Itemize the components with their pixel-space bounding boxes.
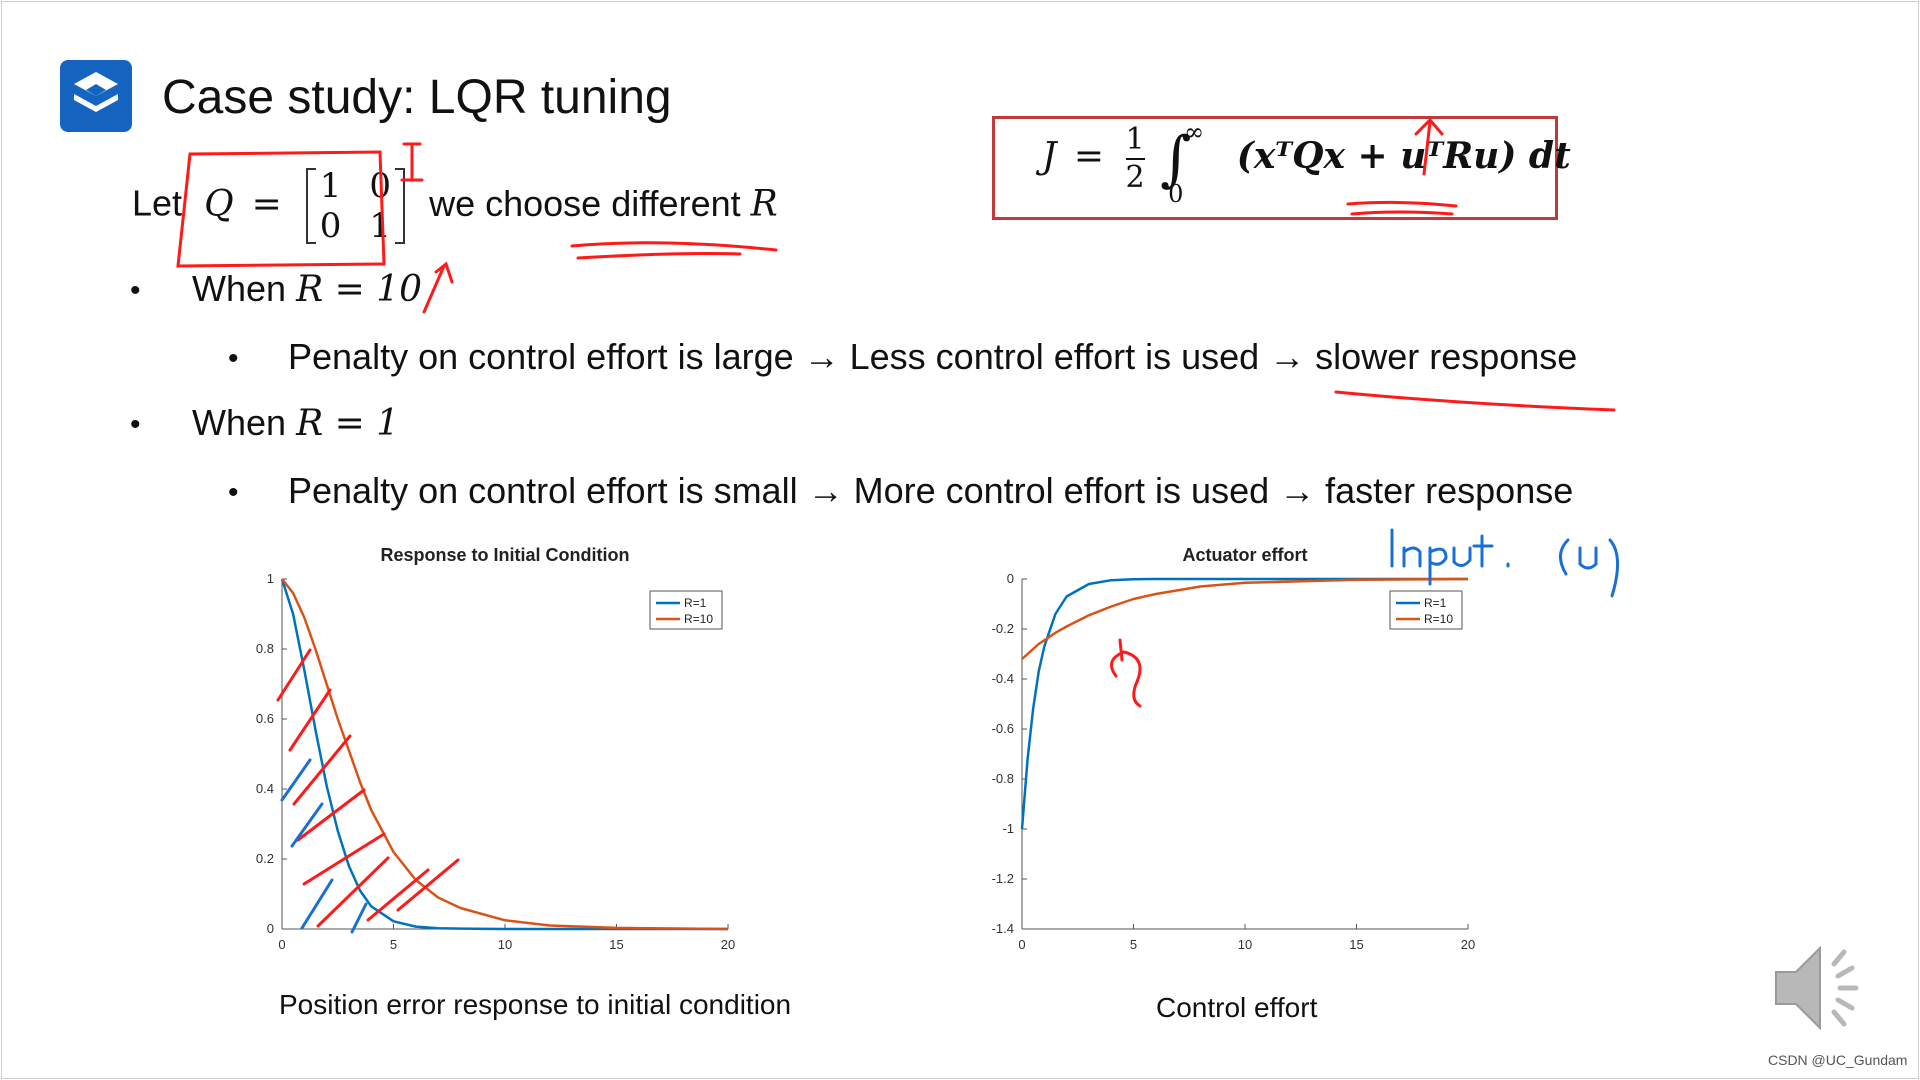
watermark: CSDN @UC_Gundam: [1768, 1052, 1908, 1068]
we-choose-text: we choose different: [429, 182, 741, 224]
slide-title: Case study: LQR tuning: [162, 71, 672, 124]
bullet-dot: •: [228, 476, 239, 509]
actuator-y-tick-label: -0.8: [992, 771, 1014, 786]
matrix-cell: 0: [319, 206, 342, 246]
j-symbol: J: [1042, 136, 1057, 177]
actuator-series-line-2: [1021, 577, 1469, 660]
response-legend-label: R=10: [684, 612, 713, 626]
one-half-fraction: 1 2: [1125, 122, 1145, 196]
fraction-denominator: 2: [1125, 160, 1145, 195]
right-chart-caption: Control effort: [1156, 992, 1318, 1023]
actuator-effort-chart: Actuator effort 0 5 10 15 20 0 -0.2 -0.4 -0.6 -0.8…: [992, 545, 1476, 952]
speaker-icon[interactable]: [1772, 938, 1872, 1038]
bullet-math: R = 1: [296, 403, 400, 444]
actuator-y-tick-label: -1: [1002, 821, 1014, 836]
matrix-cell: 1: [369, 206, 392, 246]
response-x-tick-label: 20: [721, 937, 735, 952]
actuator-title: Actuator effort: [1183, 545, 1308, 565]
response-title: Response to Initial Condition: [381, 545, 630, 565]
bullet-r10: When R = 10: [192, 268, 422, 310]
r-symbol: R: [750, 183, 778, 225]
fraction-numerator: 1: [1125, 122, 1145, 160]
bullet-r1-detail: Penalty on control effort is small → Mor…: [288, 470, 1574, 511]
integrand: (xᵀQx + uᵀRu) dt: [1236, 135, 1571, 177]
response-y-tick-label: 0: [267, 921, 274, 936]
response-x-tick-label: 10: [498, 937, 512, 952]
left-chart-caption: Position error response to initial condi…: [279, 989, 792, 1020]
bullet-r10-detail: Penalty on control effort is large → Les…: [288, 336, 1578, 377]
response-chart: Response to Initial Condition 0 5 10 15 20 0 0.…: [256, 545, 735, 952]
actuator-legend-label: R=10: [1424, 612, 1453, 626]
response-x-tick-label: 5: [390, 937, 397, 952]
matrix-cell: 0: [369, 166, 392, 206]
actuator-y-tick-label: -0.4: [992, 671, 1014, 686]
response-y-tick-label: 0.6: [256, 711, 274, 726]
cost-function-box: [992, 116, 1558, 220]
integral-upper-limit: ∞: [1184, 118, 1205, 146]
q-symbol: Q: [204, 183, 234, 225]
actuator-series-line-1: [1020, 577, 1468, 830]
actuator-y-tick-label: -0.2: [992, 621, 1014, 636]
actuator-y-tick-label: -1.2: [992, 871, 1014, 886]
matrix-cell: 1: [319, 166, 342, 206]
response-y-tick-label: 0.2: [256, 851, 274, 866]
bullet-dot: •: [130, 274, 141, 307]
response-series-line-2: [281, 578, 729, 931]
actuator-x-tick-label: 0: [1018, 937, 1025, 952]
actuator-x-tick-label: 15: [1349, 937, 1363, 952]
cost-function: J = 1 2 ∫ ∞ 0 (xᵀQx + uᵀRu) dt: [1042, 118, 1571, 208]
response-y-tick-label: 0.4: [256, 781, 274, 796]
actuator-y-tick-label: -1.4: [992, 921, 1014, 936]
response-y-tick-label: 0.8: [256, 641, 274, 656]
response-x-tick-label: 15: [609, 937, 623, 952]
actuator-y-tick-label: 0: [1007, 571, 1014, 586]
equals-sign: =: [251, 183, 282, 225]
response-y-tick-label: 1: [267, 571, 274, 586]
bullet-math: R = 10: [296, 269, 423, 310]
bullet-prefix: When: [192, 268, 287, 309]
bullet-prefix: When: [192, 402, 287, 443]
stacked-layers-logo: [60, 60, 132, 132]
integral-lower-limit: 0: [1168, 180, 1184, 208]
response-legend-label: R=1: [684, 596, 707, 610]
let-text: Let: [132, 182, 183, 224]
equation-equals: =: [1073, 136, 1105, 177]
bullet-r1: When R = 1: [192, 402, 399, 444]
bullet-dot: •: [130, 408, 141, 441]
response-x-tick-label: 0: [278, 937, 285, 952]
integral-sign: ∫ ∞ 0: [1160, 118, 1205, 208]
actuator-x-tick-label: 5: [1130, 937, 1137, 952]
actuator-legend-label: R=1: [1424, 596, 1447, 610]
actuator-x-tick-label: 10: [1238, 937, 1252, 952]
actuator-x-tick-label: 20: [1461, 937, 1475, 952]
bullet-dot: •: [228, 342, 239, 375]
response-legend: [649, 590, 723, 630]
actuator-y-tick-label: -0.6: [992, 721, 1014, 736]
